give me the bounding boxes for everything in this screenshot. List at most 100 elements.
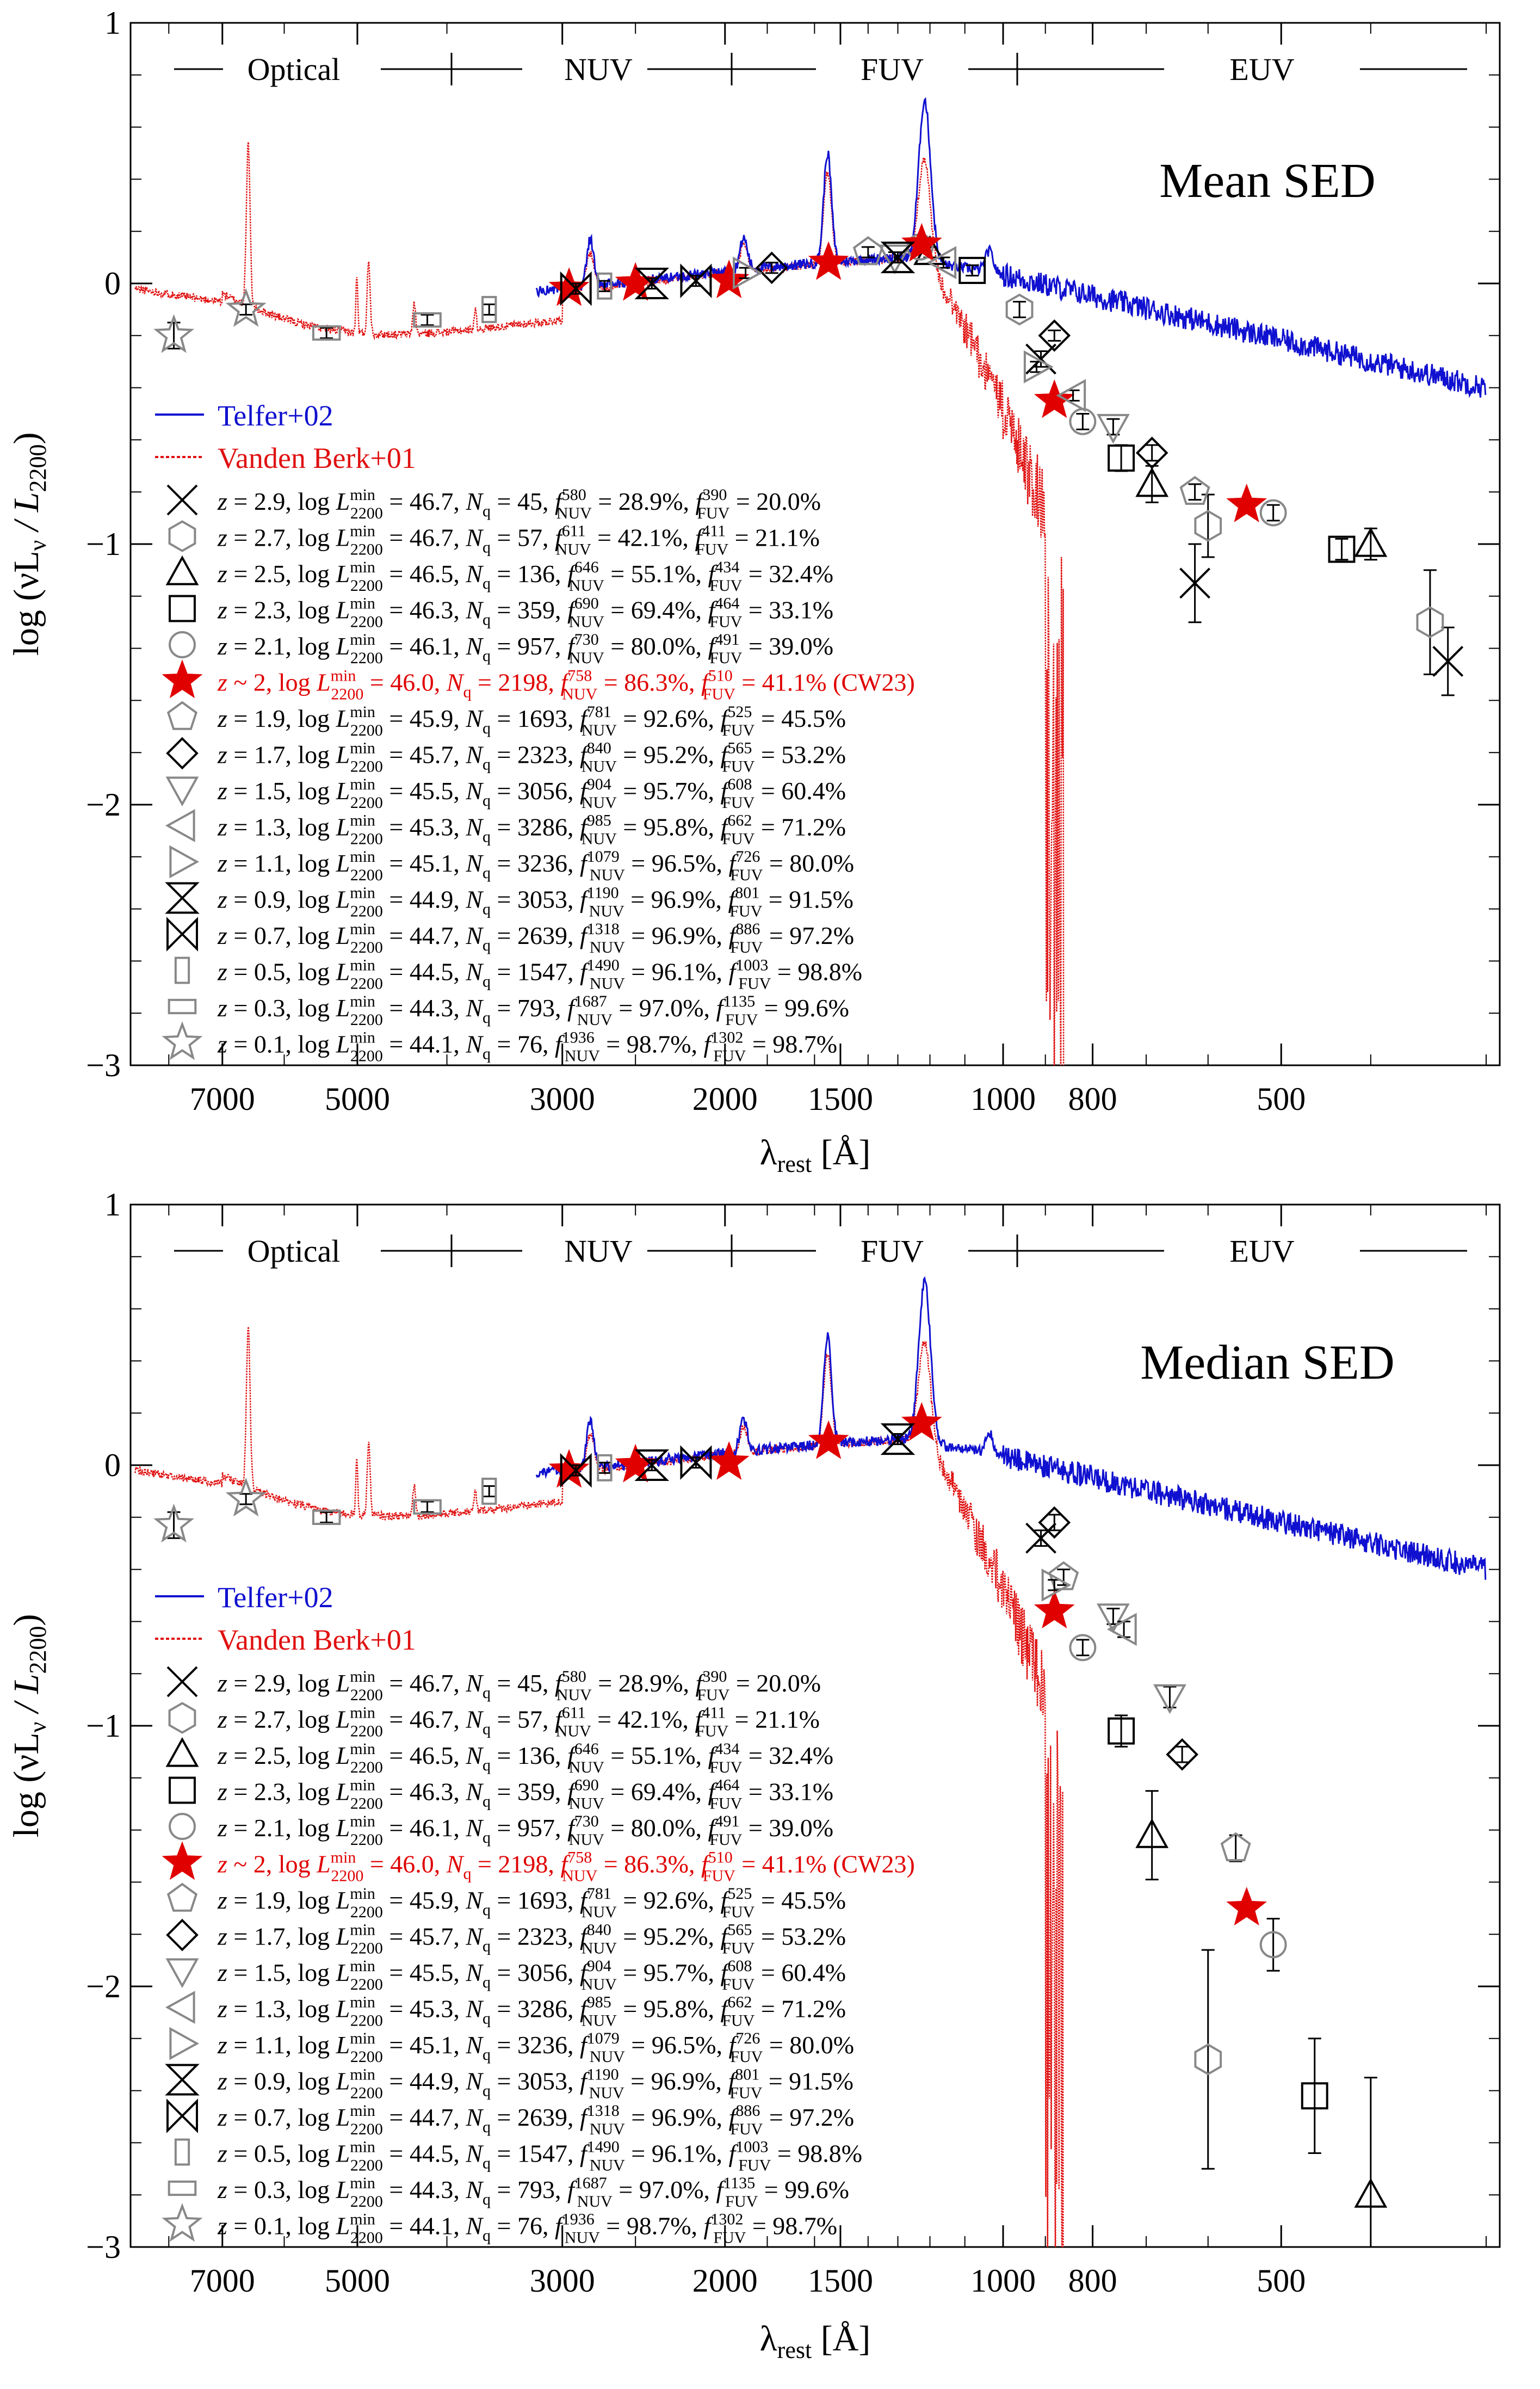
legend-symbol <box>165 809 195 842</box>
data-point <box>1259 1931 1287 1959</box>
data-point <box>615 1443 656 1483</box>
legend-symbol <box>165 1991 195 2024</box>
legend-row: z ~ 2, log Lmin 2200 = 46.0, Nq = 2198, f… <box>162 659 915 703</box>
y-axis-label: log (νLν / L2200) <box>7 433 51 656</box>
series-z0.9 <box>634 242 916 299</box>
y-tick-label: −3 <box>86 2229 121 2265</box>
legend-row: z = 2.5, log Lmin 2200 = 46.5, Nq = 136, … <box>165 1737 833 1776</box>
legend-row: z = 0.3, log Lmin 2200 = 44.3, Nq = 793, … <box>168 2174 849 2211</box>
data-point <box>958 257 986 285</box>
data-point <box>1179 476 1210 505</box>
data-point <box>1038 1506 1071 1539</box>
legend-symbol <box>166 484 198 516</box>
band-label-euv: EUV <box>1229 1233 1294 1269</box>
data-point <box>1056 379 1086 412</box>
data-point <box>1194 510 1222 542</box>
data-point <box>1135 1818 1169 1848</box>
data-point <box>901 223 942 262</box>
data-point <box>1097 413 1130 444</box>
y-tick-label: 0 <box>104 1447 121 1483</box>
legend-symbol <box>169 1776 196 1804</box>
data-point <box>1416 606 1444 639</box>
sed-panel-mean: −3 −2 −1 0 1 7000 5000 3000 2000 1500 1000 800 500 λr… <box>7 5 1501 1177</box>
legend-text: z = 2.5, log Lmin 2200 = 46.5, Nq = 136, … <box>217 1740 833 1776</box>
data-point <box>1005 293 1034 326</box>
legend-symbol <box>166 1918 199 1952</box>
series-z1.9 <box>1048 1561 1251 1862</box>
legend-row: z = 2.3, log Lmin 2200 = 46.3, Nq = 359, … <box>169 1776 833 1813</box>
band-label-optical: Optical <box>248 52 341 87</box>
legend-row: z = 0.5, log Lmin 2200 = 44.5, Nq = 1547,… <box>174 2138 862 2175</box>
legend-row: z = 0.7, log Lmin 2200 = 44.7, Nq = 2639,… <box>166 917 854 956</box>
legend-row: z = 0.9, log Lmin 2200 = 44.9, Nq = 3053,… <box>165 2064 854 2102</box>
series-z2.3 <box>1108 1714 1328 2155</box>
data-point <box>1226 1887 1267 1926</box>
data-point <box>1108 1717 1135 1745</box>
legend-row: z = 1.7, log Lmin 2200 = 45.7, Nq = 2323,… <box>166 1918 846 1958</box>
y-tick-label: 0 <box>104 266 121 301</box>
y-tick-label: −1 <box>86 1708 121 1744</box>
data-point <box>481 295 497 323</box>
x-tick-label: 7000 <box>190 1081 255 1117</box>
data-point <box>1226 483 1267 522</box>
x-tick-label: 800 <box>1068 1081 1117 1117</box>
legend-symbol <box>168 1702 196 1734</box>
legend-text: z = 1.9, log Lmin 2200 = 45.9, Nq = 1693,… <box>217 703 846 739</box>
series-z0.9 <box>634 1423 916 1481</box>
legend-row: z = 1.1, log Lmin 2200 = 45.1, Nq = 3236,… <box>169 2027 854 2066</box>
legend-symbol <box>166 1882 198 1912</box>
data-point <box>560 271 592 306</box>
data-point <box>680 1445 712 1480</box>
legend-symbol <box>162 659 203 699</box>
data-point <box>878 244 912 275</box>
legend-row: z = 0.5, log Lmin 2200 = 44.5, Nq = 1547,… <box>174 956 862 993</box>
data-point <box>880 242 916 274</box>
data-point <box>1220 1832 1251 1861</box>
series-z2.9 <box>1025 343 1464 696</box>
legend-symbol <box>162 2203 203 2242</box>
legend-symbol <box>165 2064 200 2096</box>
y-tick-label: −3 <box>86 1047 121 1083</box>
panel-title: Mean SED <box>1159 154 1375 208</box>
legend-symbol <box>162 1841 203 1880</box>
x-tick-label: 7000 <box>190 2263 255 2299</box>
data-point <box>597 272 613 300</box>
legend-symbol <box>169 845 200 879</box>
legend-symbol <box>168 998 197 1015</box>
series-z0.1 <box>153 1477 267 1543</box>
x-tick-label: 1000 <box>970 2263 1036 2299</box>
legend-text: z = 0.9, log Lmin 2200 = 44.9, Nq = 3053,… <box>217 2066 854 2102</box>
legend-text: z = 0.7, log Lmin 2200 = 44.7, Nq = 2639,… <box>217 2102 854 2138</box>
legend-symbol <box>169 631 196 658</box>
legend-vandenberk-label: Vanden Berk+01 <box>218 442 416 474</box>
data-point <box>548 267 590 306</box>
x-tick-label: 5000 <box>325 2263 390 2299</box>
y-tick-label: 1 <box>104 5 121 41</box>
y-tick-label: −2 <box>86 787 121 823</box>
series-z2.9 <box>1025 1522 1056 1554</box>
legend-text: z ~ 2, log Lmin 2200 = 46.0, Nq = 2198, f… <box>217 667 915 703</box>
band-label-fuv: FUV <box>861 1233 924 1269</box>
series-z1.5 <box>1097 1603 1186 1714</box>
legend-row: z = 2.9, log Lmin 2200 = 46.7, Nq = 45, f… <box>166 484 821 522</box>
legend-text: z = 2.7, log Lmin 2200 = 46.7, Nq = 57, f… <box>217 1704 820 1740</box>
series-z0.5 <box>481 272 613 323</box>
data-point <box>312 325 341 341</box>
band-label-nuv: NUV <box>564 1233 633 1269</box>
legend-text: z = 0.1, log Lmin 2200 = 44.1, Nq = 76, f… <box>217 1029 837 1065</box>
data-point <box>413 1499 442 1515</box>
legend-text: z = 0.1, log Lmin 2200 = 44.1, Nq = 76, f… <box>217 2211 837 2247</box>
series-z1.1 <box>1041 1568 1072 1602</box>
x-tick-label: 2000 <box>692 2263 758 2299</box>
data-point <box>708 259 750 299</box>
legend-row: z = 1.5, log Lmin 2200 = 45.5, Nq = 3056,… <box>165 1957 846 1993</box>
legend-row: z = 2.5, log Lmin 2200 = 46.5, Nq = 136, … <box>165 555 833 595</box>
data-point <box>153 314 195 353</box>
data-point <box>1328 535 1356 563</box>
data-point <box>1153 1684 1186 1714</box>
series-z1.3 <box>1106 1613 1137 1646</box>
legend-symbol <box>174 2138 190 2166</box>
series-z0.3 <box>312 312 442 341</box>
data-point <box>1354 2178 1388 2208</box>
